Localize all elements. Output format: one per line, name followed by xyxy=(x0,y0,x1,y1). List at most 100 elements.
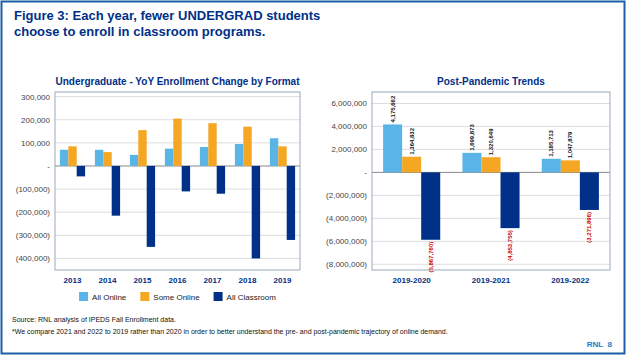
y-tick-label: (4,000,000) xyxy=(326,214,367,223)
bar xyxy=(542,159,561,173)
chart: (400,000)(300,000)(200,000)(100,000)-100… xyxy=(16,76,300,302)
grid-line xyxy=(372,264,610,265)
data-label: (4,853,755) xyxy=(507,230,513,261)
data-label: 1,699,873 xyxy=(469,124,475,151)
bar xyxy=(182,166,190,191)
data-label: 1,047,879 xyxy=(567,131,573,158)
plot-frame xyxy=(372,92,610,270)
bars xyxy=(60,119,295,259)
bar xyxy=(147,166,155,247)
x-tick-label: 2017 xyxy=(204,276,222,285)
legend-label: Some Online xyxy=(153,293,200,302)
data-label: (3,271,896) xyxy=(586,212,592,243)
x-tick-label: 2019 xyxy=(274,276,292,285)
chart: (8,000,000) (6,000,000) (4,000,000) (2,000,… xyxy=(326,76,610,285)
data-label: 1,364,832 xyxy=(409,127,415,154)
grid-line xyxy=(372,241,610,242)
bar xyxy=(270,138,278,166)
grid-line xyxy=(372,103,610,104)
grid-line xyxy=(55,189,300,190)
chart-title: Undergraduate - YoY Enrollment Change by… xyxy=(56,76,301,87)
figure: Figure 3: Each year, fewer UNDERGRAD stu… xyxy=(0,0,626,355)
figure-title: Figure 3: Each year, fewer UNDERGRAD stu… xyxy=(14,8,320,39)
bar xyxy=(217,166,225,194)
y-tick-label: (8,000,000) xyxy=(326,260,367,269)
plot-area xyxy=(55,92,300,270)
bar xyxy=(235,144,243,166)
y-tick-label: - xyxy=(47,162,50,171)
grid-line xyxy=(55,212,300,213)
legend-swatch xyxy=(140,292,149,301)
page-border xyxy=(2,2,625,354)
bar xyxy=(208,123,216,166)
legend-label: All Classroom xyxy=(227,293,277,302)
bar xyxy=(200,147,208,166)
legend: All Online Some Online All Classroom xyxy=(79,292,276,302)
y-tick-label: (200,000) xyxy=(16,208,51,217)
grid-line xyxy=(55,96,300,97)
y-tick-label: (2,000,000) xyxy=(326,191,367,200)
y-tick-label: - xyxy=(364,168,367,177)
title-line: Figure 3: Each year, fewer UNDERGRAD stu… xyxy=(14,8,320,23)
y-tick-label: (400,000) xyxy=(16,254,51,263)
legend-swatch xyxy=(79,292,88,301)
bar xyxy=(173,119,181,166)
bar xyxy=(287,166,295,240)
footnote: Source: RNL analysis of IPEDS Fall Enrol… xyxy=(12,316,176,324)
legend-label: All Online xyxy=(92,293,127,302)
grid-line xyxy=(55,235,300,236)
legend-item: Some Online xyxy=(140,292,200,302)
x-tick-label: 2019-2021 xyxy=(472,276,511,285)
y-tick-label: 300,000 xyxy=(21,93,50,102)
y-tick-label: 4,000,000 xyxy=(331,122,367,131)
plot-area xyxy=(372,92,610,270)
x-tick-label: 2016 xyxy=(169,276,187,285)
x-tick-label: 2013 xyxy=(64,276,82,285)
bar xyxy=(103,152,111,166)
chart-title: Post-Pandemic Trends xyxy=(437,76,545,87)
bar xyxy=(112,166,120,216)
background xyxy=(0,0,626,355)
bar xyxy=(77,166,85,176)
data-label: 1,185,713 xyxy=(548,129,554,156)
y-tick-label: 100,000 xyxy=(21,139,50,148)
bar xyxy=(421,172,440,239)
bar xyxy=(165,149,173,166)
data-label: 1,320,649 xyxy=(488,128,494,155)
y-tick-label: 2,000,000 xyxy=(331,145,367,154)
data-labels: 4,175,662 1,699,873 1,185,713 1,364,832 1,32… xyxy=(390,95,593,272)
bar xyxy=(383,124,402,172)
y-tick-label: 6,000,000 xyxy=(331,99,367,108)
bar xyxy=(252,166,260,258)
bar xyxy=(138,130,146,166)
bar xyxy=(130,155,138,166)
data-label: (5,867,760) xyxy=(428,242,434,273)
grid-line xyxy=(55,258,300,259)
grid-line xyxy=(372,126,610,127)
y-tick-label: (100,000) xyxy=(16,185,51,194)
x-tick-label: 2018 xyxy=(239,276,257,285)
legend-item: All Classroom xyxy=(214,292,277,302)
bar xyxy=(243,127,251,166)
x-tick-label: 2019-2020 xyxy=(393,276,432,285)
bar xyxy=(278,146,286,166)
legend-swatch xyxy=(214,292,223,301)
bar xyxy=(561,160,580,172)
data-label: 4,175,662 xyxy=(390,95,396,122)
grid-line xyxy=(372,218,610,219)
bar xyxy=(462,153,481,173)
bar xyxy=(402,157,421,173)
bars xyxy=(383,124,599,239)
bar xyxy=(95,150,103,166)
plot-frame xyxy=(55,92,300,270)
bar xyxy=(60,150,68,166)
x-tick-label: 2015 xyxy=(134,276,152,285)
grid-line xyxy=(372,195,610,196)
title-line: choose to enroll in classroom programs. xyxy=(14,24,265,39)
y-tick-label: (6,000,000) xyxy=(326,237,367,246)
legend-item: All Online xyxy=(79,292,127,302)
x-tick-label: 2014 xyxy=(99,276,117,285)
footnote: *We compare 2021 and 2022 to 2019 rather… xyxy=(12,328,448,336)
bar xyxy=(501,172,520,228)
bar xyxy=(481,157,500,172)
